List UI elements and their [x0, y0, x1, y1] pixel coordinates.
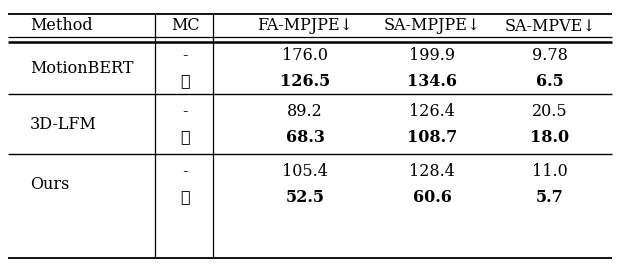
Text: ✓: ✓ [180, 128, 190, 146]
Text: -: - [182, 104, 188, 120]
Text: MotionBERT: MotionBERT [30, 60, 133, 77]
Text: Method: Method [30, 17, 92, 35]
Text: -: - [182, 48, 188, 64]
Text: 128.4: 128.4 [409, 163, 455, 181]
Text: 9.78: 9.78 [532, 48, 568, 64]
Text: 89.2: 89.2 [287, 104, 323, 120]
Text: 105.4: 105.4 [282, 163, 328, 181]
Text: SA-MPJPE↓: SA-MPJPE↓ [383, 17, 480, 35]
Text: 176.0: 176.0 [282, 48, 328, 64]
Text: ✓: ✓ [180, 73, 190, 89]
Text: 52.5: 52.5 [285, 188, 324, 206]
Text: MC: MC [170, 17, 199, 35]
Text: 134.6: 134.6 [407, 73, 457, 89]
Text: Ours: Ours [30, 176, 69, 193]
Text: -: - [182, 163, 188, 181]
Text: SA-MPVE↓: SA-MPVE↓ [504, 17, 596, 35]
Text: 6.5: 6.5 [536, 73, 564, 89]
Text: 126.4: 126.4 [409, 104, 455, 120]
Text: 199.9: 199.9 [409, 48, 455, 64]
Text: FA-MPJPE↓: FA-MPJPE↓ [257, 17, 353, 35]
Text: 18.0: 18.0 [531, 128, 570, 146]
Text: 20.5: 20.5 [532, 104, 568, 120]
Text: 11.0: 11.0 [532, 163, 568, 181]
Text: 68.3: 68.3 [286, 128, 324, 146]
Text: ✓: ✓ [180, 188, 190, 206]
Text: 108.7: 108.7 [407, 128, 457, 146]
Text: 3D-LFM: 3D-LFM [30, 116, 97, 133]
Text: 5.7: 5.7 [536, 188, 564, 206]
Text: 126.5: 126.5 [280, 73, 330, 89]
Text: 60.6: 60.6 [412, 188, 451, 206]
